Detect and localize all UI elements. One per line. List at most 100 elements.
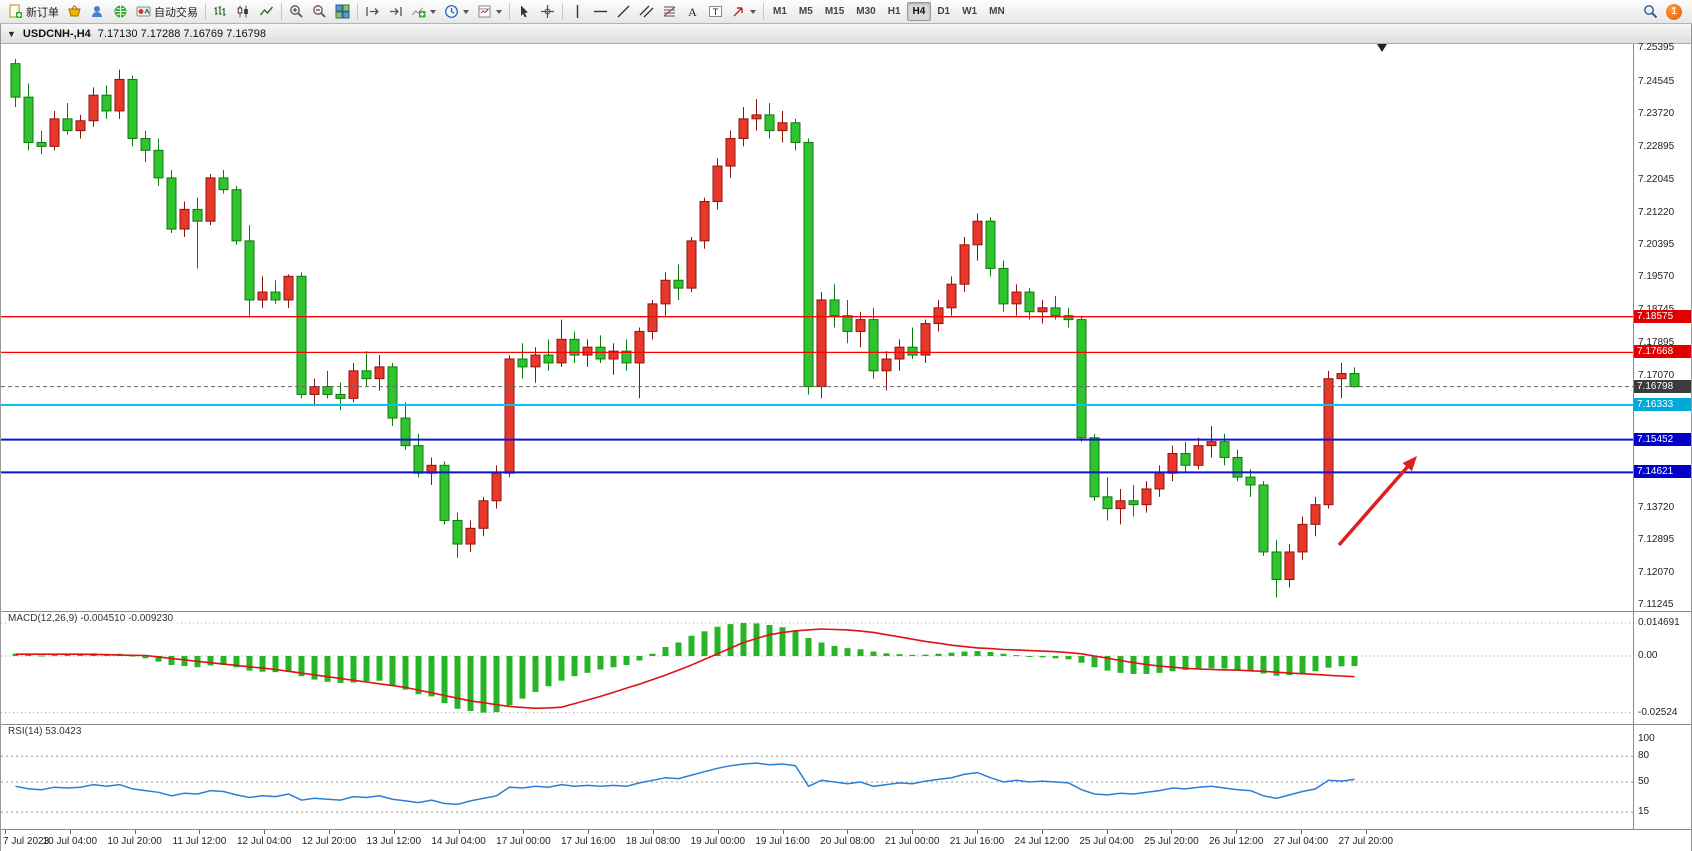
rsi-panel[interactable]: RSI(14) 53.0423 100 80 50 15	[1, 724, 1691, 829]
time-axis-tick	[1236, 830, 1238, 834]
time-axis-label: 20 Jul 08:00	[820, 836, 875, 847]
notification-badge[interactable]: 1	[1666, 3, 1682, 20]
rsi-axis-label: 15	[1638, 806, 1650, 818]
main-price-panel[interactable]: 7.25395 7.24545 7.23720 7.22895 7.22045 7.212…	[1, 42, 1691, 611]
horizontal-line-tool[interactable]	[589, 2, 612, 22]
time-axis-tick	[134, 830, 136, 834]
price-axis-label: 7.25395	[1638, 42, 1675, 54]
time-axis[interactable]: 7 Jul 2023 10 Jul 04:00 10 Jul 20:00 11 Jul…	[1, 829, 1691, 851]
cursor-tool-button[interactable]	[513, 2, 536, 22]
time-axis-label: 14 Jul 04:00	[431, 836, 486, 847]
timeframe-m5[interactable]: M5	[798, 6, 813, 17]
market-button[interactable]	[63, 2, 86, 22]
time-axis-tick	[1301, 830, 1302, 834]
new-order-label: 新订单	[26, 6, 59, 19]
time-axis-label: 7 Jul 2023	[3, 836, 50, 847]
macd-axis: 0.014691 0.00 -0.02524	[1633, 612, 1691, 724]
vertical-line-icon	[576, 5, 579, 18]
rsi-header: RSI(14) 53.0423	[6, 726, 84, 737]
text-tool[interactable]: A	[681, 2, 704, 22]
macd-name: MACD(12,26,9)	[8, 613, 78, 624]
candle-chart-button[interactable]	[232, 2, 255, 22]
price-axis-label: 7.22045	[1638, 174, 1675, 186]
crosshair-icon	[541, 5, 554, 18]
crosshair-tool-button[interactable]	[536, 2, 559, 22]
time-axis-tick	[523, 830, 525, 834]
chart-shift-marker[interactable]	[1377, 44, 1387, 52]
price-axis: 7.25395 7.24545 7.23720 7.22895 7.22045 7.212…	[1633, 42, 1691, 611]
new-order-button[interactable]: 新订单	[4, 2, 63, 22]
channel-tool[interactable]	[635, 2, 658, 22]
candle-chart-icon	[237, 5, 248, 18]
timeframe-h4[interactable]: H4	[906, 2, 932, 21]
label-icon: T	[709, 6, 722, 17]
macd-canvas[interactable]	[1, 612, 1635, 724]
timeframe-mn[interactable]: MN	[989, 6, 1005, 17]
macd-panel[interactable]: MACD(12,26,9) -0.004510 -0.009230 0.0146…	[1, 611, 1691, 724]
label-tool[interactable]: T	[704, 2, 727, 22]
accounts-button[interactable]	[86, 2, 109, 22]
vertical-line-tool[interactable]	[566, 2, 589, 22]
price-badge: 7.18575	[1634, 309, 1691, 323]
arrows-tool[interactable]	[727, 2, 760, 22]
time-axis-tick	[1171, 830, 1173, 834]
macd-header: MACD(12,26,9) -0.004510 -0.009230	[6, 613, 176, 624]
indicators-button[interactable]	[407, 2, 440, 22]
time-axis-label: 24 Jul 12:00	[1014, 836, 1070, 847]
timeframe-d1[interactable]: D1	[937, 6, 951, 17]
trendline-tool[interactable]	[612, 2, 635, 22]
timeframe-h1[interactable]: H1	[887, 6, 901, 17]
bar-chart-button[interactable]	[209, 2, 232, 22]
macd-values: -0.004510 -0.009230	[80, 613, 174, 624]
price-axis-label: 7.19570	[1638, 271, 1675, 283]
autotrading-icon	[136, 6, 151, 17]
time-axis-label: 17 Jul 00:00	[496, 836, 551, 847]
time-axis-label: 17 Jul 16:00	[560, 836, 616, 847]
toolbar-separator	[281, 3, 282, 20]
price-axis-label: 7.24545	[1638, 75, 1675, 87]
svg-text:T: T	[713, 7, 719, 17]
scroll-end-button[interactable]	[361, 2, 384, 22]
time-axis-label: 26 Jul 12:00	[1208, 836, 1264, 847]
templates-button[interactable]	[473, 2, 506, 22]
window-menu-icon[interactable]: ▼	[7, 28, 16, 39]
zoom-out-icon	[313, 5, 326, 18]
price-axis-label: 7.20395	[1638, 239, 1675, 250]
zoom-out-button[interactable]	[308, 2, 331, 22]
community-button[interactable]	[109, 2, 132, 22]
price-axis-label: 7.17895	[1638, 337, 1675, 349]
periods-button[interactable]	[440, 2, 473, 22]
fibonacci-tool[interactable]	[658, 2, 681, 22]
zoom-in-button[interactable]	[285, 2, 308, 22]
time-axis-tick	[653, 830, 654, 834]
macd-axis-label: 0.014691	[1638, 617, 1680, 628]
time-axis-label: 19 Jul 16:00	[755, 836, 810, 847]
chart-title-bar[interactable]: ▼ USDCNH-,H4 7.17130 7.17288 7.16769 7.1…	[1, 24, 1691, 44]
search-icon[interactable]	[1643, 4, 1658, 19]
main-toolbar: 新订单 自动交易	[0, 0, 1692, 24]
main-chart-canvas[interactable]	[1, 44, 1635, 611]
macd-axis-label: -0.02524	[1638, 706, 1678, 718]
rsi-canvas[interactable]	[1, 725, 1635, 829]
scroll-end-icon	[366, 7, 379, 16]
time-axis-label: 21 Jul 00:00	[884, 836, 940, 847]
rsi-name: RSI(14)	[8, 726, 43, 737]
chart-shift-button[interactable]	[384, 2, 407, 22]
time-axis-tick	[264, 830, 266, 834]
time-axis-tick	[1106, 830, 1108, 834]
timeframe-m1[interactable]: M1	[773, 6, 787, 17]
time-axis-tick	[847, 830, 849, 834]
timeframe-w1[interactable]: W1	[962, 6, 978, 17]
timeframe-m30[interactable]: M30	[856, 6, 876, 17]
price-axis-label: 7.22895	[1638, 140, 1675, 152]
chart-shift-icon	[390, 7, 402, 16]
bar-chart-icon	[214, 6, 226, 16]
toolbar-separator	[562, 3, 563, 20]
tile-windows-button[interactable]	[331, 2, 354, 22]
tile-windows-icon	[335, 4, 350, 19]
timeframe-m15[interactable]: M15	[824, 6, 845, 17]
price-axis-label: 7.23720	[1638, 108, 1675, 120]
line-chart-button[interactable]	[255, 2, 278, 22]
price-badge: 7.15452	[1634, 432, 1691, 446]
auto-trading-button[interactable]: 自动交易	[132, 2, 202, 22]
